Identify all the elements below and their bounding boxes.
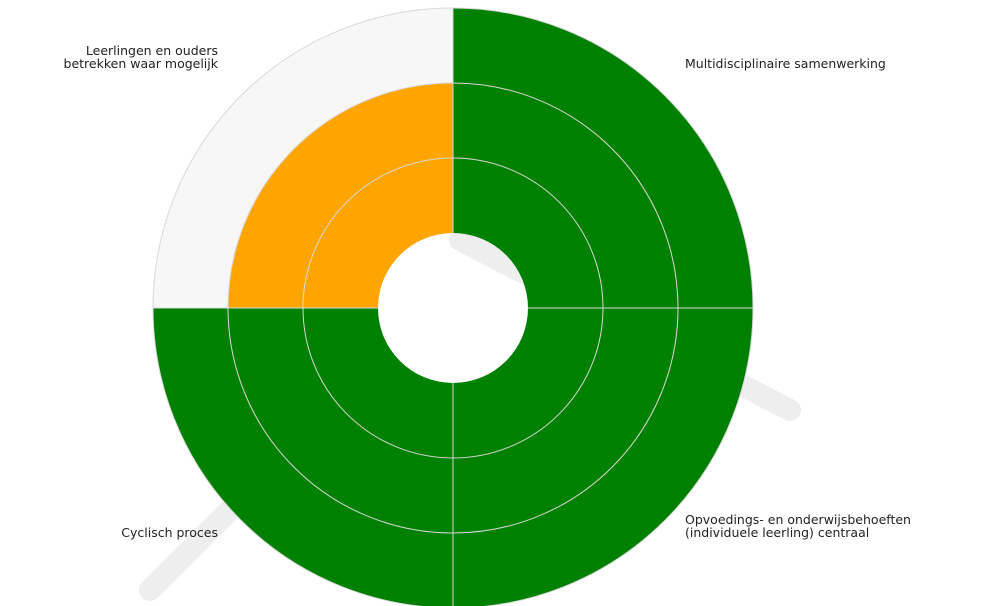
- category-label-line: (individuele leerling) centraal: [685, 525, 869, 540]
- polar-bar: [153, 308, 453, 606]
- category-label: Leerlingen en ouders betrekken waar mogel…: [64, 43, 219, 71]
- category-label-line: Leerlingen en ouders: [86, 43, 218, 58]
- polar-bar: [228, 83, 453, 308]
- category-label-line: Multidisciplinaire samenwerking: [685, 56, 886, 71]
- category-label-line: betrekken waar mogelijk: [64, 56, 219, 71]
- category-label: Multidisciplinaire samenwerking: [685, 56, 886, 71]
- category-label-line: Cyclisch proces: [121, 525, 218, 540]
- category-label-line: Opvoedings- en onderwijsbehoeften: [685, 512, 911, 527]
- category-label: Cyclisch proces: [121, 525, 218, 540]
- polar-bar: [453, 8, 753, 308]
- polar-bar: [453, 308, 753, 606]
- category-label: Opvoedings- en onderwijsbehoeften (indivi…: [685, 512, 911, 540]
